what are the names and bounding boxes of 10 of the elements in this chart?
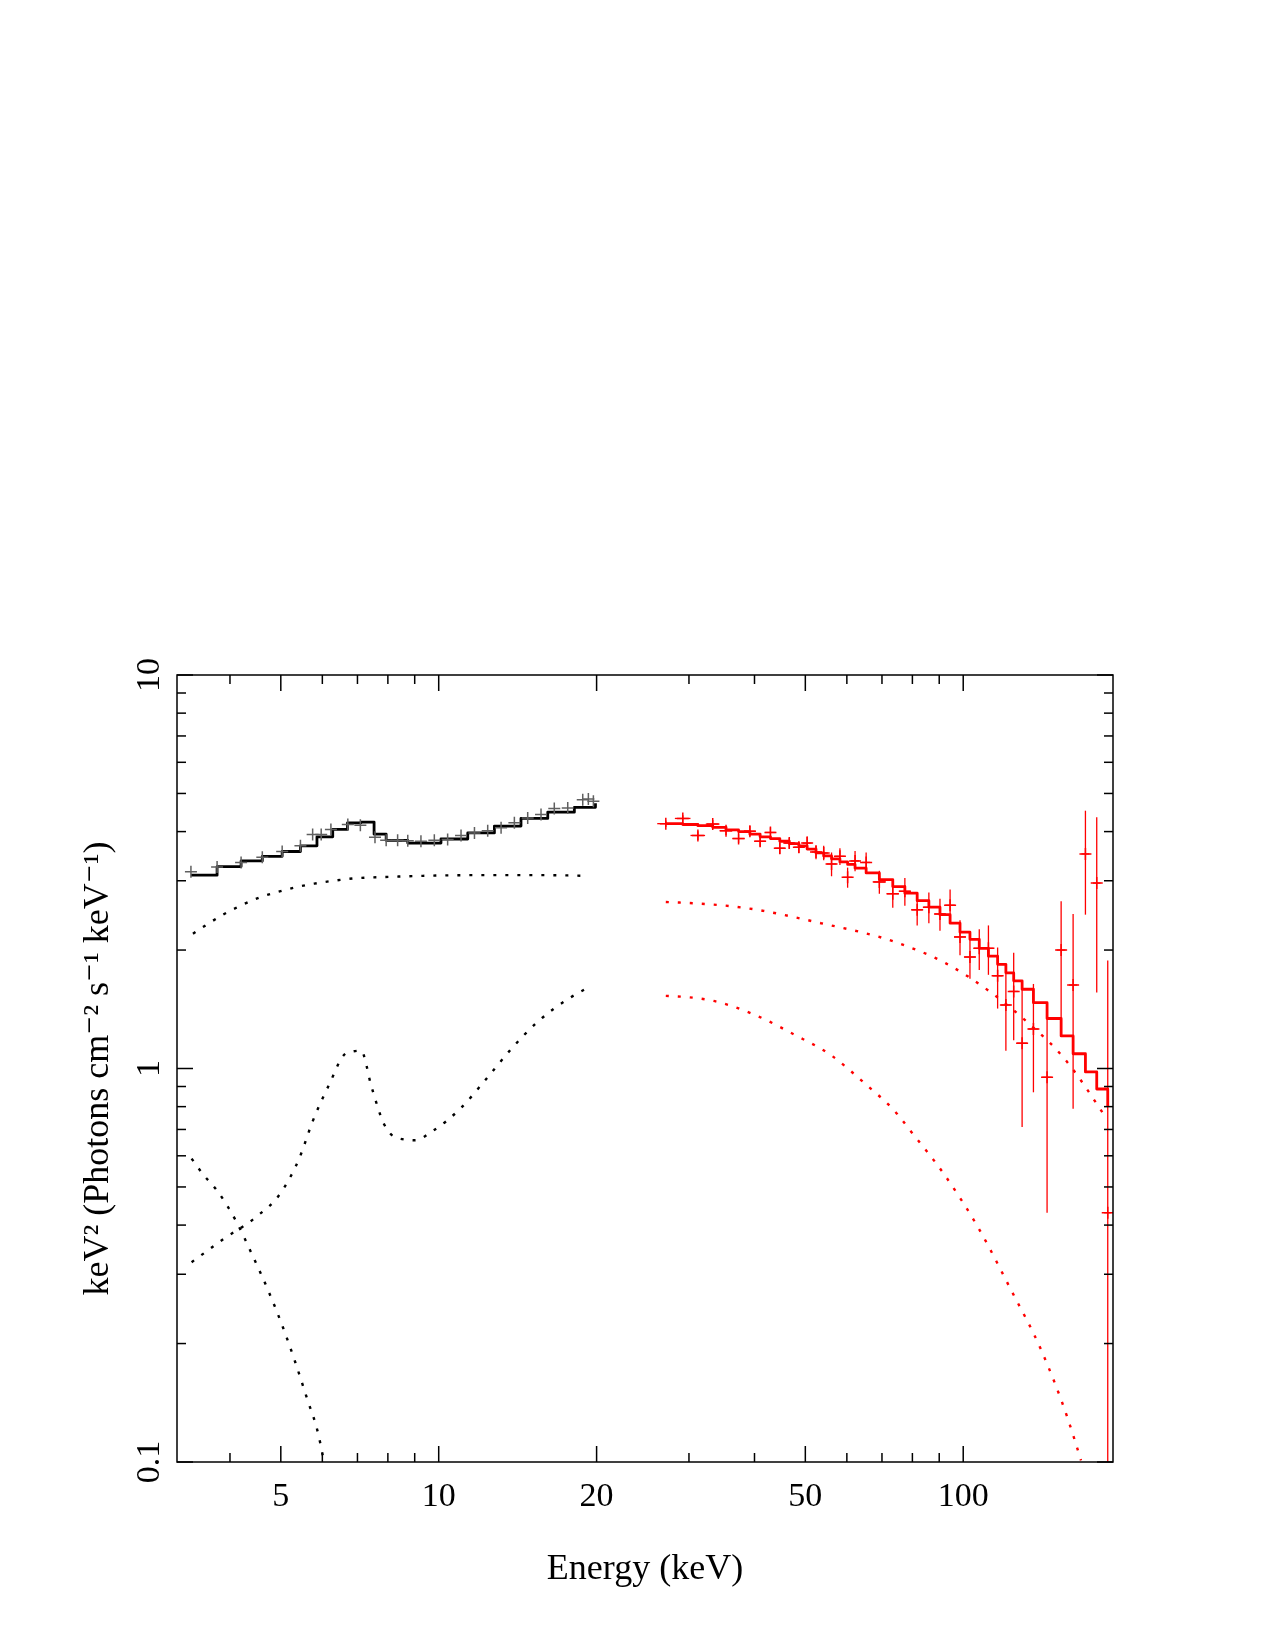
y-tick-label: 0.1	[129, 1440, 166, 1484]
x-tick-label: 100	[937, 1476, 989, 1513]
x-tick-label: 20	[579, 1476, 614, 1513]
x-axis-title: Energy (keV)	[546, 1547, 744, 1587]
x-tick-label: 10	[421, 1476, 456, 1513]
y-tick-label: 10	[129, 658, 166, 692]
x-tick-label: 5	[272, 1476, 290, 1513]
y-axis-title: keV² (Photons cm⁻² s⁻¹ keV⁻¹)	[76, 841, 116, 1296]
x-tick-label: 50	[788, 1476, 823, 1513]
y-tick-label: 1	[129, 1060, 166, 1077]
